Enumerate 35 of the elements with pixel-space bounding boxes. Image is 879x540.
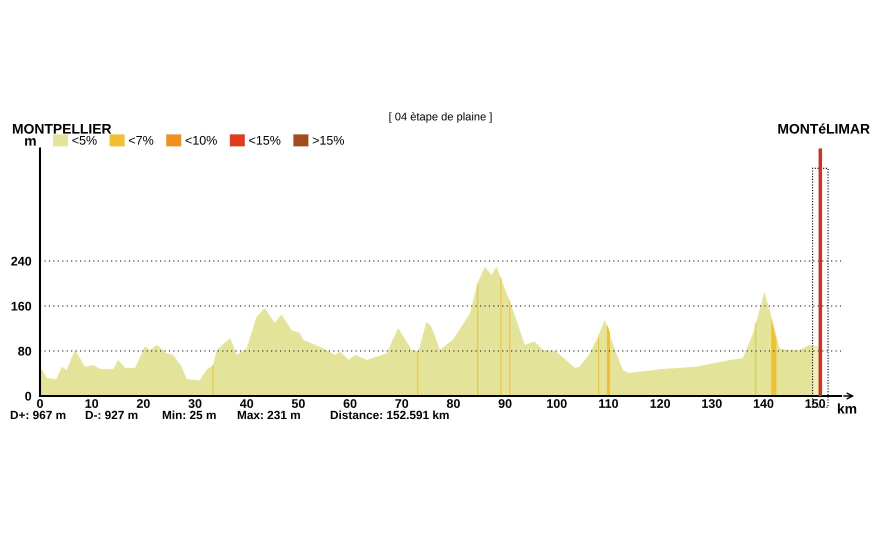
x-tick-label: 50 — [292, 399, 305, 408]
text: Max: 231 m — [238, 410, 300, 420]
x-tick-label: 70 — [395, 399, 408, 408]
x-tick-label: 140 — [754, 399, 774, 408]
legend-label: <10% — [186, 136, 217, 145]
x-tick-label: 130 — [702, 399, 722, 408]
x-tick-label: 30 — [188, 399, 202, 408]
text: Min: 25 m — [162, 410, 216, 420]
text: D-: 927 m — [86, 410, 138, 420]
y-tick-label: 80 — [18, 346, 32, 356]
x-tick-label: 100 — [547, 399, 567, 408]
x-tick-label: 110 — [599, 399, 618, 408]
legend-label: <5% — [72, 136, 97, 145]
x-tick-label: 60 — [344, 399, 357, 408]
x-tick-label: 120 — [650, 399, 670, 408]
y-tick-label: 240 — [11, 256, 32, 266]
x-tick-label: 20 — [136, 399, 150, 408]
legend-label: >15% — [312, 136, 344, 145]
x-tick-label: 150 — [806, 399, 826, 408]
text: Distance: 152.591 km — [330, 410, 449, 420]
x-tick-label: 40 — [240, 399, 254, 408]
y-axis-title: m — [25, 138, 36, 146]
y-tick-label: 0 — [25, 392, 32, 401]
text: MONTéLIMAR — [778, 123, 870, 134]
text: D+: 967 m — [10, 410, 66, 420]
x-tick-label: 90 — [498, 399, 512, 408]
x-axis-title: km — [838, 403, 856, 414]
x-tick-label: 80 — [446, 399, 460, 408]
chart-title: [ 04 ètape de plaine ] — [389, 112, 492, 123]
x-tick-label: 0 — [37, 399, 43, 408]
x-tick-label: 10 — [86, 399, 98, 408]
y-tick-label: 160 — [12, 302, 32, 311]
text: MONTPELLIER — [12, 124, 112, 134]
legend-label: <7% — [128, 136, 154, 145]
legend-label: <15% — [249, 136, 280, 145]
